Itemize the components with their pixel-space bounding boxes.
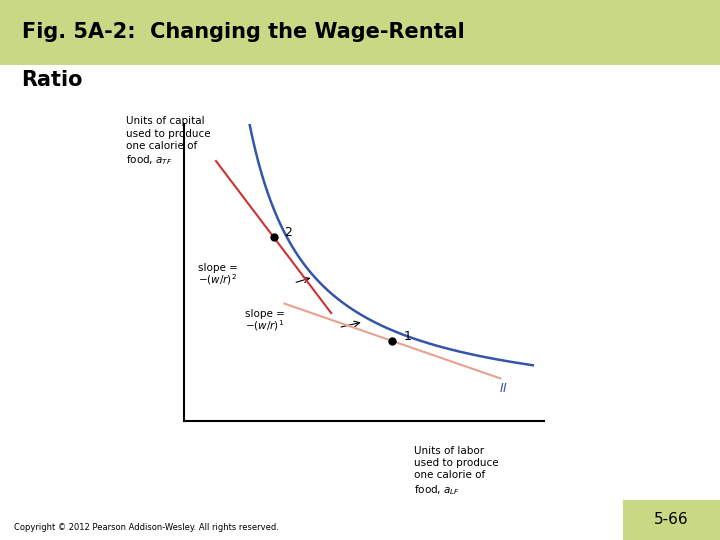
Text: Ratio: Ratio	[22, 70, 83, 90]
Text: used to produce: used to produce	[126, 129, 211, 139]
Text: Units of labor: Units of labor	[414, 446, 484, 456]
Text: food, $\mathit{a}_{TF}$: food, $\mathit{a}_{TF}$	[126, 153, 173, 167]
Text: $-(w/r)^2$: $-(w/r)^2$	[198, 273, 237, 287]
Text: Fig. 5A-2:  Changing the Wage-Rental: Fig. 5A-2: Changing the Wage-Rental	[22, 22, 464, 42]
Text: $-(w/r)^1$: $-(w/r)^1$	[245, 319, 284, 333]
Text: slope =: slope =	[245, 309, 284, 319]
Text: Copyright © 2012 Pearson Addison-Wesley. All rights reserved.: Copyright © 2012 Pearson Addison-Wesley.…	[14, 523, 279, 532]
Text: Units of capital: Units of capital	[126, 116, 204, 126]
Text: food, $\mathit{a}_{LF}$: food, $\mathit{a}_{LF}$	[414, 483, 460, 497]
Text: one calorie of: one calorie of	[126, 141, 197, 151]
Text: used to produce: used to produce	[414, 458, 499, 468]
Text: 1: 1	[403, 329, 411, 342]
Text: $\mathit{II}$: $\mathit{II}$	[498, 381, 508, 395]
Text: 2: 2	[284, 226, 292, 239]
Text: slope =: slope =	[198, 263, 238, 273]
Text: 5-66: 5-66	[654, 512, 689, 527]
Text: one calorie of: one calorie of	[414, 470, 485, 481]
